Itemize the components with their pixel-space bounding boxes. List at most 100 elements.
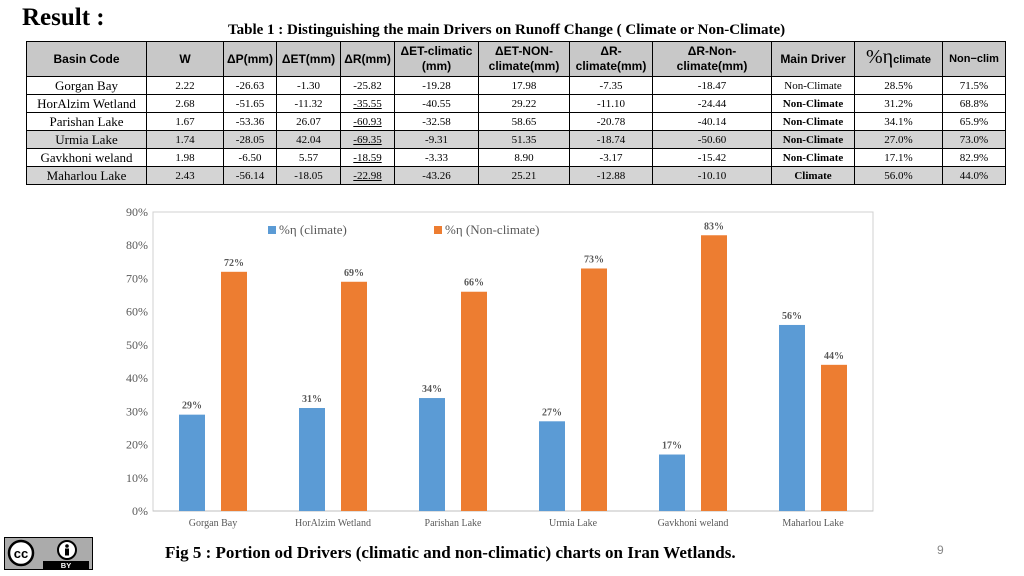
data-label: 31%: [302, 394, 322, 405]
cell-eta-nonclimate: 44.0%: [942, 166, 1006, 185]
cell-eta-nonclimate: 71.5%: [942, 76, 1006, 95]
bar-non-climate: [581, 268, 607, 511]
bar-climate: [179, 414, 205, 511]
data-label: 73%: [584, 254, 604, 265]
bar-non-climate: [221, 271, 247, 511]
y-tick-label: 0%: [132, 504, 148, 518]
table-row: HorAlzim Wetland 2.68 -51.65 -11.32 -35.…: [26, 94, 1006, 113]
table-caption: Table 1 : Distinguishing the main Driver…: [228, 22, 786, 38]
cell-eta-climate: 56.0%: [854, 166, 943, 185]
legend-label: %η (climate): [279, 222, 347, 237]
cell-dr-nonclimate: -10.10: [652, 166, 772, 185]
data-label: 72%: [224, 258, 244, 269]
y-tick-label: 40%: [126, 371, 148, 385]
bar-climate: [419, 398, 445, 511]
data-label: 27%: [542, 407, 562, 418]
col-header-eta-nonclimate: Non−clim: [942, 41, 1006, 77]
cell-main-driver: Non-Climate: [771, 112, 855, 131]
plot-frame: [152, 211, 874, 512]
cell-main-driver: Non-Climate: [771, 148, 855, 167]
cell-w: 2.22: [146, 76, 224, 95]
legend-swatch: [434, 226, 442, 234]
chart-layer: 0% 10% 20% 30% 40% 50% 60% 70% 80% 90% Gorgan Bay 2…: [126, 205, 847, 529]
bar-climate: [539, 421, 565, 511]
cell-det-climatic: -43.26: [394, 166, 479, 185]
cell-dr: -25.82: [340, 76, 395, 95]
drivers-table: Basin Code W ΔP(mm) ΔET(mm) ΔR(mm) ΔET-c…: [26, 41, 1006, 185]
bar-non-climate: [461, 291, 487, 511]
y-tick-label: 50%: [126, 338, 148, 352]
cc-by-label: BY: [61, 561, 71, 569]
col-header-dp: ΔP(mm): [223, 41, 277, 77]
col-header-dr: ΔR(mm): [340, 41, 395, 77]
cell-dr-nonclimate: -50.60: [652, 130, 772, 149]
cell-dp: -56.14: [223, 166, 277, 185]
legend-label: %η (Non-climate): [445, 222, 540, 237]
x-tick-label: Urmia Lake: [549, 518, 598, 529]
data-label: 83%: [704, 221, 724, 232]
bar-non-climate: [821, 364, 847, 511]
x-tick-label: Gorgan Bay: [189, 518, 237, 529]
data-label: 66%: [464, 278, 484, 289]
col-header-det-climatic: ΔET-climatic (mm): [394, 41, 479, 77]
cc-by-icon: cc BY: [4, 537, 93, 570]
bar-climate: [299, 408, 325, 511]
cell-dr-nonclimate: -18.47: [652, 76, 772, 95]
cell-basin: Urmia Lake: [26, 130, 147, 149]
y-tick-label: 20%: [126, 438, 148, 452]
cell-dr-climate: -12.88: [569, 166, 653, 185]
cell-main-driver: Non-Climate: [771, 94, 855, 113]
cell-dr: -22.98: [340, 166, 395, 185]
cell-det-climatic: -9.31: [394, 130, 479, 149]
cell-basin: Maharlou Lake: [26, 166, 147, 185]
data-label: 56%: [782, 311, 802, 322]
bar-climate: [659, 454, 685, 511]
bar-climate: [779, 324, 805, 511]
cell-det: 42.04: [276, 130, 341, 149]
cell-det-nonclimate: 51.35: [478, 130, 570, 149]
cell-dp: -28.05: [223, 130, 277, 149]
data-label: 69%: [344, 268, 364, 279]
cell-eta-nonclimate: 65.9%: [942, 112, 1006, 131]
y-tick-label: 60%: [126, 305, 148, 319]
table-row: Gavkhoni weland 1.98 -6.50 5.57 -18.59 -…: [26, 148, 1006, 167]
legend-swatch: [268, 226, 276, 234]
y-tick-label: 90%: [126, 205, 148, 219]
cell-det: -18.05: [276, 166, 341, 185]
y-tick-label: 70%: [126, 271, 148, 285]
cell-det-nonclimate: 25.21: [478, 166, 570, 185]
x-tick-label: Parishan Lake: [425, 518, 482, 529]
cell-main-driver: Non-Climate: [771, 130, 855, 149]
y-tick-label: 30%: [126, 404, 148, 418]
svg-text:cc: cc: [14, 546, 28, 561]
eta-symbol: %η: [865, 46, 894, 68]
x-tick-label: Gavkhoni weland: [658, 518, 729, 529]
data-label: 29%: [182, 401, 202, 412]
cell-w: 2.43: [146, 166, 224, 185]
table-row: Urmia Lake 1.74 -28.05 42.04 -69.35 -9.3…: [26, 130, 1006, 149]
y-tick-label: 80%: [126, 238, 148, 252]
eta-climate-subscript: climate: [893, 54, 932, 66]
col-header-dr-climate: ΔR-climate(mm): [569, 41, 653, 77]
cell-basin: Gorgan Bay: [26, 76, 147, 95]
result-heading: Result :: [22, 4, 105, 31]
cell-w: 2.68: [146, 94, 224, 113]
col-header-det-nonclimate: ΔET-NON-climate(mm): [478, 41, 570, 77]
cell-dr-nonclimate: -15.42: [652, 148, 772, 167]
cell-dr-climate: -3.17: [569, 148, 653, 167]
cell-eta-climate: 27.0%: [854, 130, 943, 149]
cell-main-driver: Climate: [771, 166, 855, 185]
data-label: 44%: [824, 351, 844, 362]
bar-non-climate: [701, 235, 727, 511]
cell-dr: -69.35: [340, 130, 395, 149]
table-row: Maharlou Lake 2.43 -56.14 -18.05 -22.98 …: [26, 166, 1006, 185]
bar-non-climate: [341, 281, 367, 511]
col-header-basin: Basin Code: [26, 41, 147, 77]
page-number: 9: [937, 543, 944, 557]
x-tick-label: HorAlzim Wetland: [295, 518, 371, 529]
data-label: 17%: [662, 441, 682, 452]
cell-dr-climate: -18.74: [569, 130, 653, 149]
figure-caption: Fig 5 : Portion od Drivers (climatic and…: [165, 543, 736, 562]
col-header-eta-climate: %ηclimate: [854, 41, 943, 77]
